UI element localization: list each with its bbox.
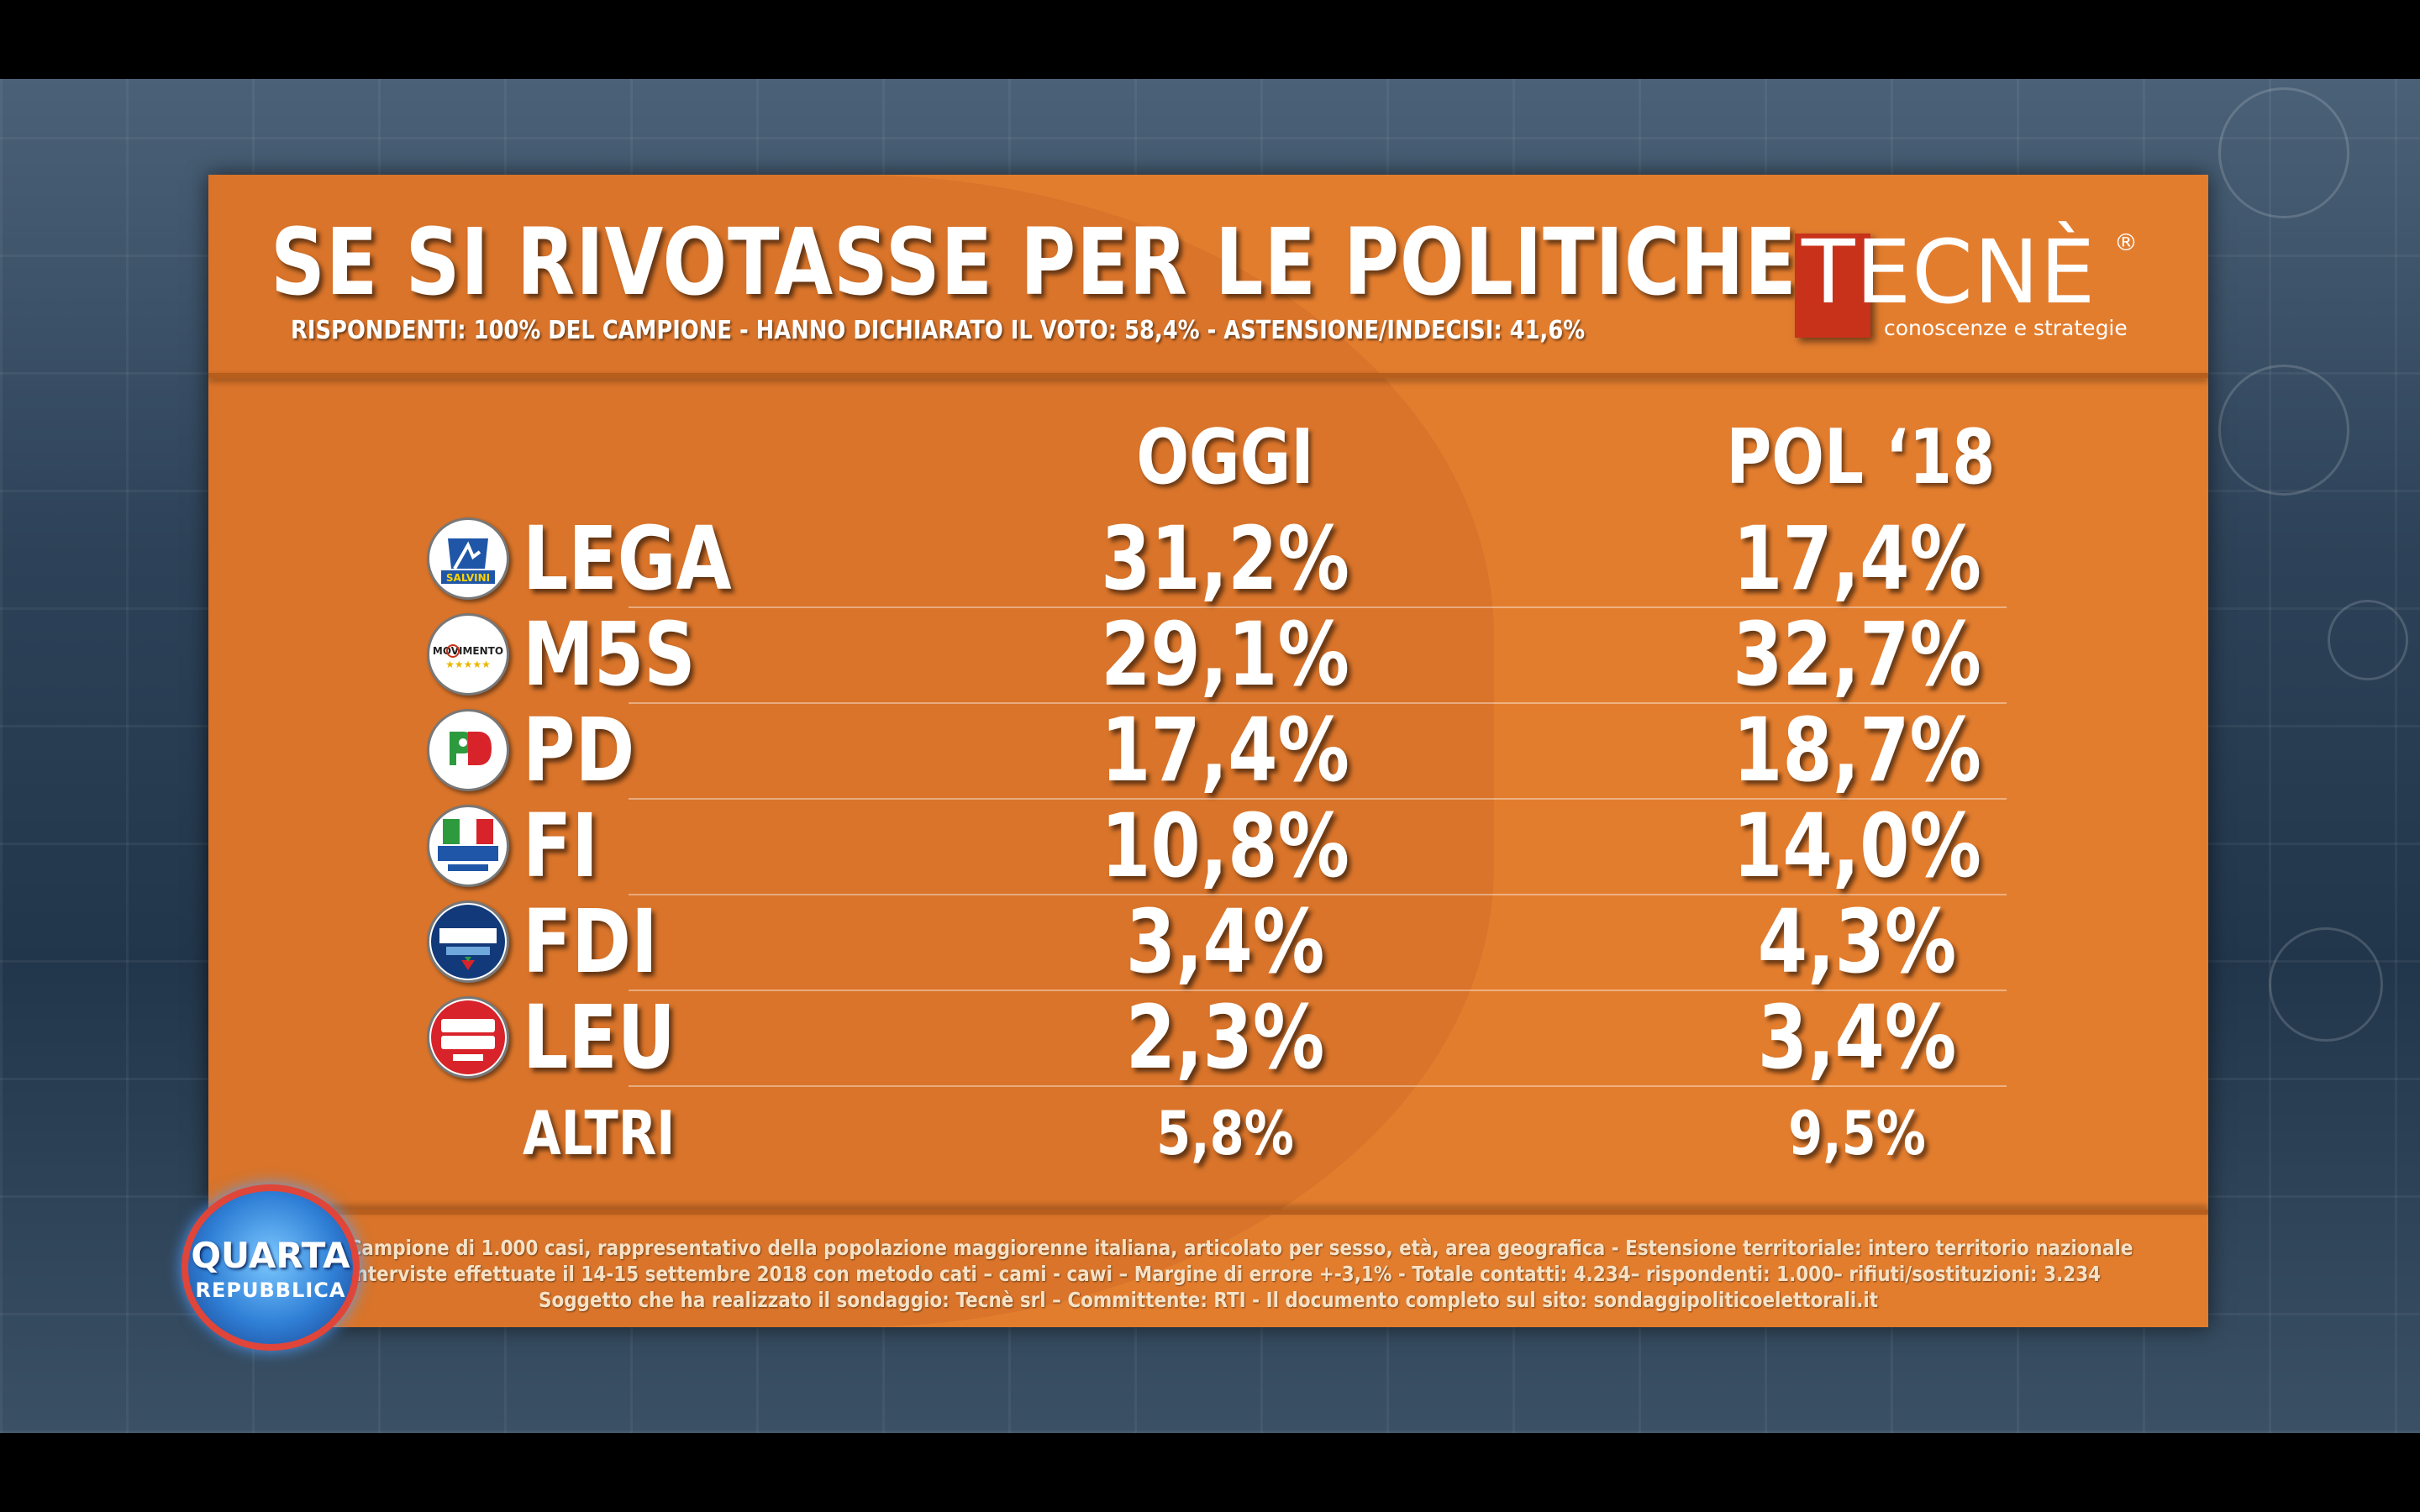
- value-pol18: 14,0%: [1733, 795, 1981, 897]
- background-circle-decoration: [2218, 365, 2349, 496]
- background-circle-decoration: [2218, 87, 2349, 218]
- value-pol18: 32,7%: [1733, 603, 1981, 706]
- party-name: LEU: [523, 986, 676, 1089]
- row-divider: [629, 990, 2007, 991]
- value-oggi: 17,4%: [1101, 699, 1349, 801]
- partito-democratico-logo-icon: [427, 709, 509, 791]
- table-row: ALTRI 5,8% 9,5%: [208, 1085, 2208, 1181]
- value-pol18: 17,4%: [1733, 507, 1981, 610]
- table-row: SALVINI LEGA 31,2% 17,4%: [208, 507, 2208, 610]
- logo-red-box: [1795, 234, 1870, 338]
- table-row: MOVIMENTO ★★★★★ M5S 29,1% 32,7%: [208, 603, 2208, 706]
- fratelli-ditalia-logo-icon: [427, 900, 509, 983]
- column-header-pol18: POL ‘18: [1726, 413, 1996, 501]
- party-name: PD: [523, 699, 635, 801]
- chart-subtitle: RISPONDENTI: 100% DEL CAMPIONE - HANNO D…: [291, 316, 1586, 345]
- lega-salvini-logo-icon: SALVINI: [427, 517, 509, 600]
- value-pol18: 3,4%: [1757, 986, 1957, 1089]
- tecne-logo: TECNÈ ® conoscenze e strategie: [1795, 222, 2148, 348]
- value-oggi: 10,8%: [1101, 795, 1349, 897]
- poll-panel: SE SI RIVOTASSE PER LE POLITICHE RISPOND…: [208, 175, 2208, 1327]
- row-divider: [629, 798, 2007, 800]
- methodology-footnote: Campione di 1.000 casi, rappresentativo …: [208, 1235, 2208, 1313]
- footnote-line: Campione di 1.000 casi, rappresentativo …: [348, 1236, 2133, 1260]
- row-divider: [629, 894, 2007, 895]
- svg-text:MOVIMENTO: MOVIMENTO: [433, 645, 503, 657]
- forza-italia-logo-icon: [427, 805, 509, 887]
- liberi-e-uguali-logo-icon: [427, 996, 509, 1079]
- row-divider: [629, 702, 2007, 704]
- registered-mark: ®: [2114, 228, 2138, 256]
- table-row: FI 10,8% 14,0%: [208, 795, 2208, 897]
- footnote-line: Interviste effettuate il 14-15 settembre…: [348, 1262, 2102, 1286]
- value-oggi: 29,1%: [1101, 603, 1349, 706]
- table-row: PD 17,4% 18,7%: [208, 699, 2208, 801]
- value-oggi: 31,2%: [1101, 507, 1349, 610]
- value-pol18: 4,3%: [1757, 890, 1957, 993]
- quarta-repubblica-logo: QUARTA REPUBBLICA: [182, 1184, 360, 1351]
- table-row: LEU 2,3% 3,4%: [208, 986, 2208, 1089]
- row-divider: [629, 606, 2007, 608]
- party-name: ALTRI: [523, 1098, 676, 1168]
- header-divider: [208, 373, 2208, 378]
- party-name: FDI: [523, 890, 658, 993]
- background-circle-decoration: [2328, 600, 2408, 680]
- background-circle-decoration: [2269, 927, 2383, 1042]
- party-name: FI: [523, 795, 598, 897]
- value-pol18: 18,7%: [1733, 699, 1981, 801]
- row-divider: [629, 1085, 2007, 1087]
- table-row: FDI 3,4% 4,3%: [208, 890, 2208, 993]
- panel-shading: [208, 175, 1494, 1327]
- value-oggi: 5,8%: [1156, 1098, 1294, 1168]
- logo-wordmark: TECNÈ: [1802, 221, 2096, 323]
- value-pol18: 9,5%: [1788, 1098, 1926, 1168]
- show-logo-line2: REPUBBLICA: [195, 1278, 346, 1302]
- footnote-line: Soggetto che ha realizzato il sondaggio:…: [538, 1288, 1879, 1312]
- logo-tagline: conoscenze e strategie: [1884, 316, 2128, 340]
- svg-text:SALVINI: SALVINI: [446, 572, 490, 584]
- column-header-oggi: OGGI: [1136, 413, 1314, 501]
- show-logo-line1: QUARTA: [191, 1235, 350, 1276]
- movimento-5-stelle-logo-icon: MOVIMENTO ★★★★★: [427, 613, 509, 696]
- chart-title: SE SI RIVOTASSE PER LE POLITICHE: [271, 208, 1797, 316]
- value-oggi: 3,4%: [1125, 890, 1325, 993]
- footer-divider: [208, 1210, 2208, 1215]
- value-oggi: 2,3%: [1125, 986, 1325, 1089]
- party-name: LEGA: [523, 507, 732, 610]
- party-name: M5S: [523, 603, 696, 706]
- svg-text:★★★★★: ★★★★★: [445, 659, 491, 670]
